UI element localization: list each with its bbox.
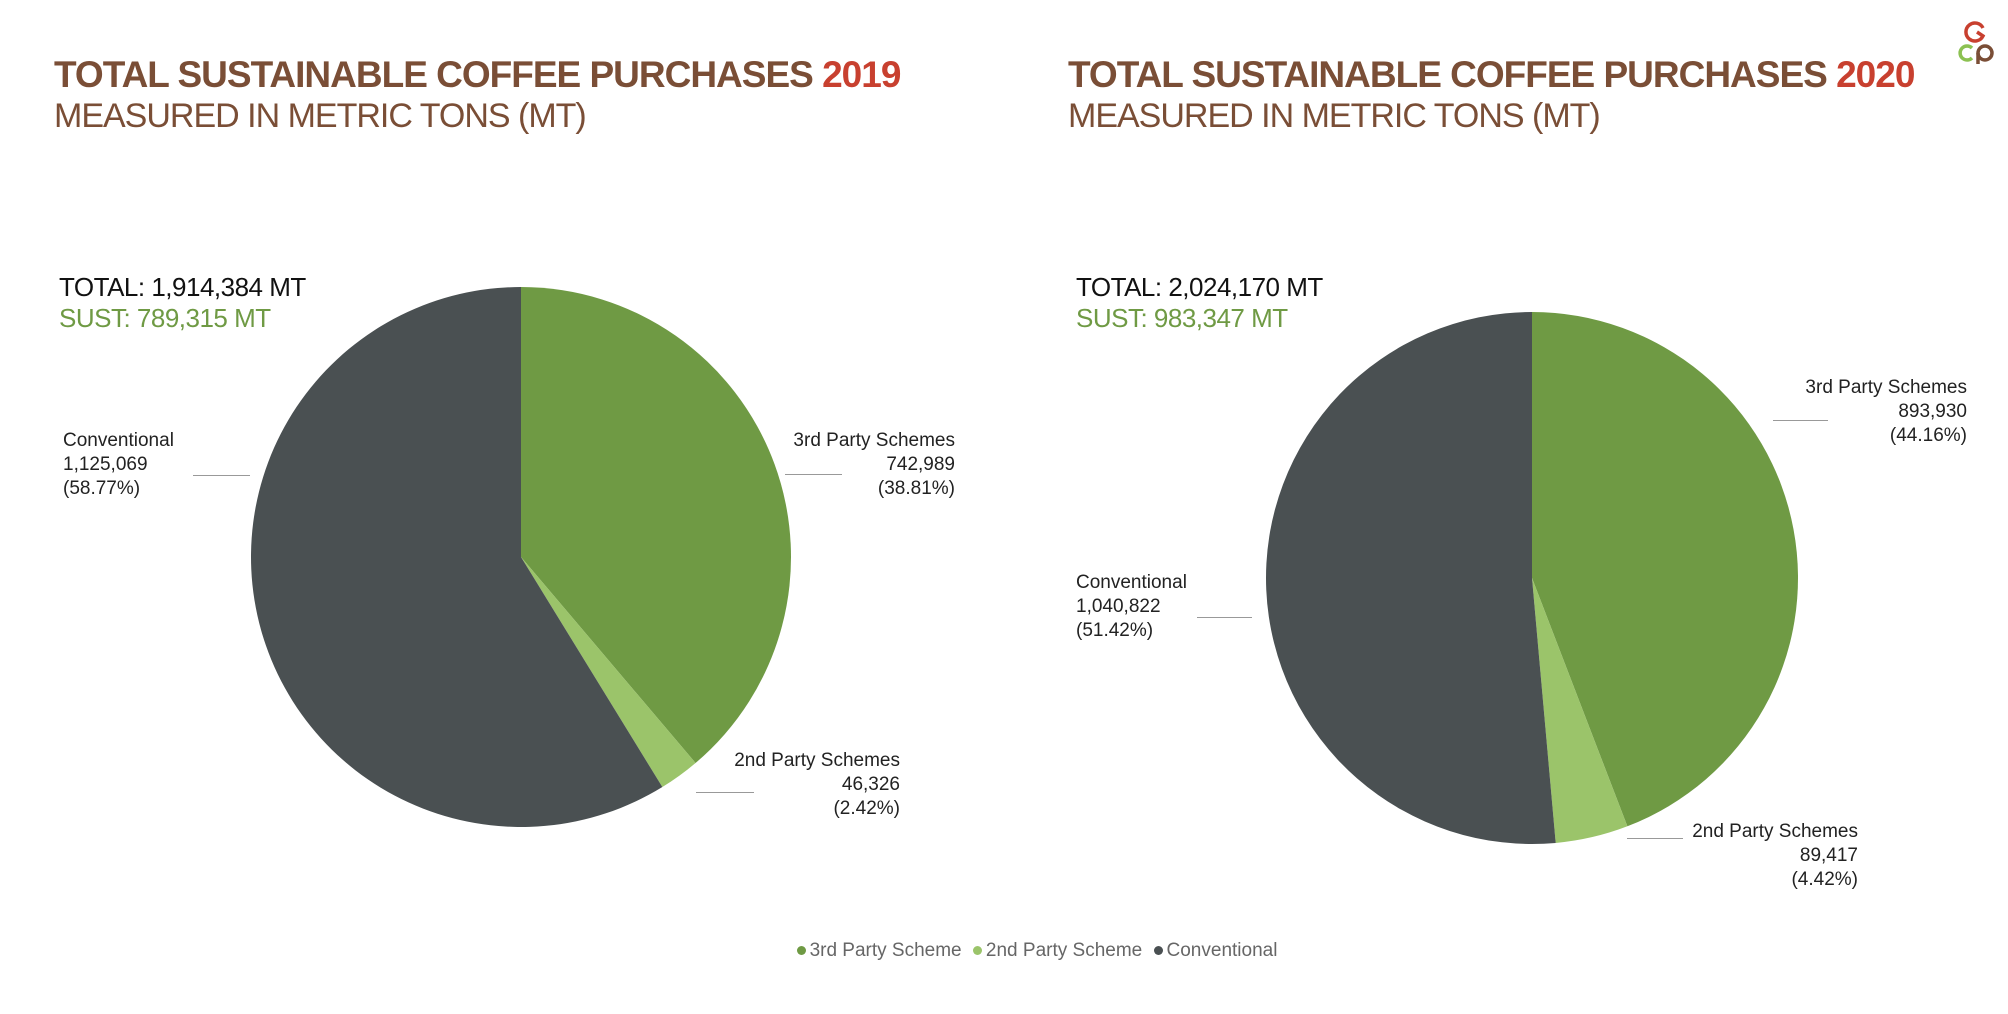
data-label-conventional-2019: Conventional 1,125,069 (58.77%) — [63, 429, 174, 501]
legend-item-conventional[interactable]: Conventional — [1153, 940, 1278, 961]
chart-subtitle-2020: MEASURED IN METRIC TONS (MT) — [1068, 97, 1601, 135]
leader-line — [193, 475, 250, 476]
legend-item-3rd-party[interactable]: 3rd Party Scheme — [796, 940, 962, 961]
slice-value: 1,125,069 — [63, 454, 148, 475]
slice-value: 89,417 — [1799, 845, 1858, 866]
slice-name: Conventional — [1076, 572, 1187, 593]
sust-label: SUST: 983,347 MT — [1076, 303, 1288, 333]
pie-slice-3rd-party-schemes — [521, 287, 791, 763]
data-label-3rd-party-2019: 3rd Party Schemes 742,989 (38.81%) — [793, 429, 955, 501]
sust-label: SUST: 789,315 MT — [59, 303, 271, 333]
slice-name: Conventional — [63, 430, 174, 451]
pie-slice-3rd-party-schemes — [1532, 312, 1798, 827]
gcp-logo — [1958, 21, 1994, 64]
slice-percent: (38.81%) — [877, 478, 955, 499]
data-label-3rd-party-2020: 3rd Party Schemes 893,930 (44.16%) — [1805, 376, 1967, 448]
data-label-conventional-2020: Conventional 1,040,822 (51.42%) — [1076, 571, 1187, 643]
slice-name: 2nd Party Schemes — [1692, 821, 1858, 842]
leader-line — [785, 474, 842, 475]
legend-label: 2nd Party Scheme — [985, 940, 1143, 961]
slice-name: 3rd Party Schemes — [1805, 377, 1967, 398]
chart-subtitle-2019: MEASURED IN METRIC TONS (MT) — [54, 97, 587, 135]
legend-label: Conventional — [1166, 940, 1278, 961]
total-label: TOTAL: 1,914,384 MT — [59, 272, 306, 302]
legend-label: 3rd Party Scheme — [809, 940, 962, 961]
pie-slice-conventional — [250, 286, 663, 827]
slice-value: 46,326 — [841, 774, 900, 795]
legend-item-2nd-party[interactable]: 2nd Party Scheme — [972, 940, 1143, 961]
leader-line — [696, 792, 754, 793]
pie-slice-conventional — [1266, 312, 1556, 844]
slice-percent: (58.77%) — [63, 478, 141, 499]
slice-percent: (2.42%) — [833, 798, 900, 819]
title-text: TOTAL SUSTAINABLE COFFEE PURCHASES — [54, 54, 814, 95]
legend: 3rd Party Scheme 2nd Party Scheme Conven… — [0, 940, 2008, 962]
title-year: 2020 — [1836, 54, 1915, 95]
total-label: TOTAL: 2,024,170 MT — [1076, 272, 1323, 302]
slice-name: 2nd Party Schemes — [734, 750, 900, 771]
legend-dot-icon — [972, 946, 982, 956]
title-year: 2019 — [822, 54, 901, 95]
leader-line — [1627, 838, 1683, 839]
chart-title-2020: TOTAL SUSTAINABLE COFFEE PURCHASES 2020 — [1068, 54, 1915, 96]
slice-percent: (44.16%) — [1889, 425, 1967, 446]
leader-line — [1773, 420, 1828, 421]
totals-2019: TOTAL: 1,914,384 MT SUST: 789,315 MT — [59, 272, 306, 334]
slice-percent: (4.42%) — [1791, 869, 1858, 890]
pie-slice-2nd-party-schemes — [1532, 578, 1628, 843]
slice-value: 893,930 — [1898, 401, 1967, 422]
data-label-2nd-party-2019: 2nd Party Schemes 46,326 (2.42%) — [734, 749, 900, 821]
slice-value: 742,989 — [886, 454, 955, 475]
title-text: TOTAL SUSTAINABLE COFFEE PURCHASES — [1068, 54, 1828, 95]
slice-percent: (51.42%) — [1076, 620, 1154, 641]
chart-title-2019: TOTAL SUSTAINABLE COFFEE PURCHASES 2019 — [54, 54, 901, 96]
slice-value: 1,040,822 — [1076, 596, 1161, 617]
legend-dot-icon — [1153, 946, 1163, 956]
slice-name: 3rd Party Schemes — [793, 430, 955, 451]
pie-slice-2nd-party-schemes — [521, 557, 696, 788]
data-label-2nd-party-2020: 2nd Party Schemes 89,417 (4.42%) — [1692, 820, 1858, 892]
legend-dot-icon — [796, 946, 806, 956]
leader-line — [1197, 617, 1252, 618]
totals-2020: TOTAL: 2,024,170 MT SUST: 983,347 MT — [1076, 272, 1323, 334]
